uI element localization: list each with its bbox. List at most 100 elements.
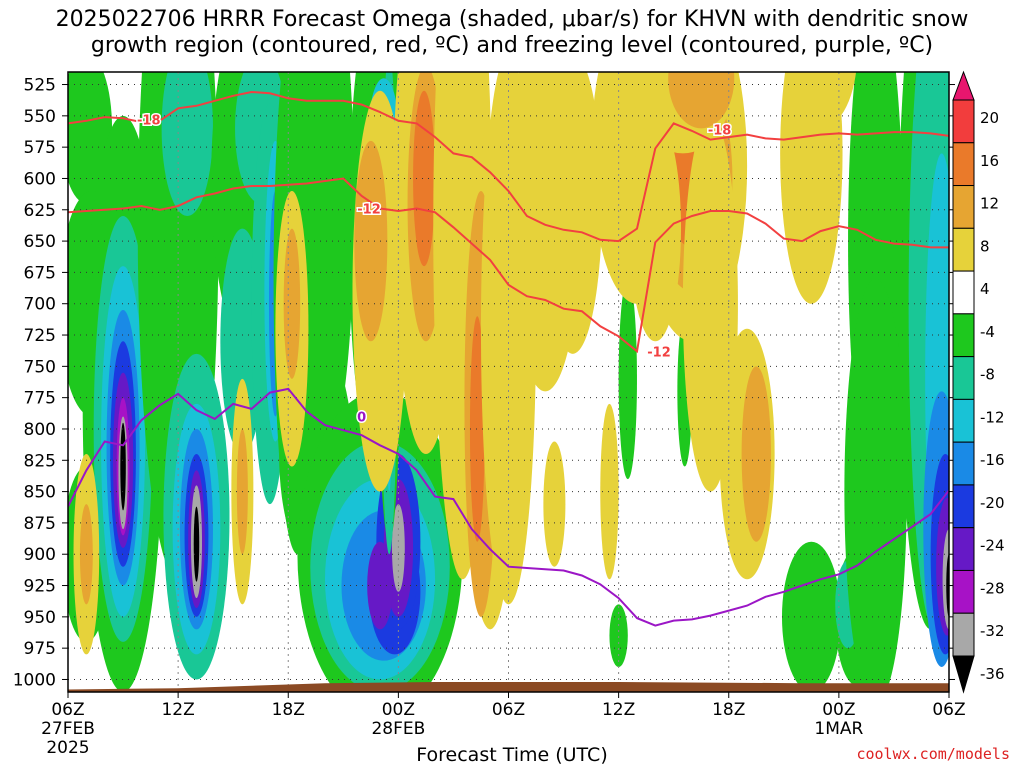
y-tick-label: 775	[24, 389, 56, 409]
x-tick-label: 12Z	[602, 700, 635, 720]
contour-labels: -18 -18 -12 -12 0	[136, 112, 733, 427]
colorbar-label: -12	[980, 408, 1005, 426]
colorbar-box	[952, 227, 975, 272]
y-tick-label: 750	[24, 357, 56, 377]
x-axis-title: Forecast Time (UTC)	[416, 744, 608, 766]
x-tick-label: 06Z	[492, 700, 525, 720]
colorbar-label: 20	[980, 109, 999, 127]
ground-fill	[68, 682, 949, 692]
y-tick-label: 575	[24, 138, 56, 158]
omega-cell	[354, 140, 388, 342]
contour-line--12	[68, 177, 949, 354]
omega-cell	[543, 441, 566, 567]
colorbar-box	[952, 270, 975, 315]
contour-label: -12	[357, 203, 381, 218]
ground-terrain	[68, 682, 949, 692]
omega-cell	[781, 541, 841, 692]
contour-label: -18	[137, 114, 161, 129]
omega-cell	[629, 115, 682, 342]
x-tick-date: 1MAR	[814, 719, 863, 739]
omega-cell	[413, 90, 436, 267]
colorbar-label: -8	[980, 366, 995, 384]
colorbar-label: 8	[980, 237, 990, 255]
colorbar-box	[952, 356, 975, 400]
contour-label: -12	[647, 345, 671, 360]
x-tick-date: 27FEB	[41, 719, 95, 739]
omega-cell	[844, 278, 907, 692]
omega-cell	[780, 72, 843, 304]
x-tick-label: 00Z	[822, 700, 855, 720]
y-tick-label: 1000	[13, 670, 56, 690]
colorbar-box	[952, 398, 975, 443]
x-tick-label: 00Z	[382, 700, 415, 720]
colorbar-top-arrow	[952, 70, 975, 101]
y-tick-label: 600	[24, 169, 56, 189]
y-tick-label: 925	[24, 577, 56, 597]
contour-label: -18	[708, 124, 732, 139]
colorbar-label: 16	[980, 152, 999, 170]
colorbar-label: -24	[980, 537, 1005, 555]
omega-cell	[193, 506, 200, 582]
y-tick-label: 900	[24, 545, 56, 565]
colorbar-box	[952, 142, 975, 187]
y-tick-label: 550	[24, 107, 56, 127]
colorbar-bottom-arrow	[952, 655, 975, 694]
y-tick-label: 725	[24, 326, 56, 346]
x-tick-label: 06Z	[51, 700, 84, 720]
contours	[68, 90, 949, 627]
chart-title-line2: growth region (contoured, red, ºC) and f…	[90, 33, 934, 58]
site-credit: coolwx.com/models	[856, 745, 1010, 763]
omega-cell	[618, 278, 637, 480]
omega-cell	[668, 72, 735, 129]
y-tick-label: 975	[24, 639, 56, 659]
y-tick-label: 800	[24, 420, 56, 440]
y-tick-label: 525	[24, 76, 56, 96]
omega-cell	[469, 316, 485, 542]
colorbar-label: -32	[980, 622, 1005, 640]
y-tick-label: 825	[24, 451, 56, 471]
colorbar: 20 16 12 8 4 -4 -8 -12 -16 -20 -24 -28 -32 -36	[952, 70, 1005, 694]
y-tick-label: 650	[24, 232, 56, 252]
colorbar-label: -36	[980, 665, 1005, 683]
x-tick-label: 18Z	[272, 700, 305, 720]
omega-cell	[784, 72, 857, 129]
grid	[68, 72, 949, 692]
colorbar-label: 4	[980, 280, 990, 298]
x-tick-year: 2025	[46, 738, 89, 758]
y-tick-label: 875	[24, 514, 56, 534]
colorbar-label: -28	[980, 580, 1005, 598]
colorbar-label: -4	[980, 323, 995, 341]
omega-cell	[161, 72, 213, 217]
colorbar-box	[952, 484, 975, 529]
colorbar-label: 12	[980, 195, 999, 213]
x-tick-label: 18Z	[712, 700, 745, 720]
omega-cell	[120, 422, 126, 511]
colorbar-box	[952, 441, 975, 486]
omega-cell	[600, 403, 619, 580]
colorbar-box	[952, 612, 975, 657]
colorbar-label: -20	[980, 494, 1005, 512]
omega-cell	[609, 604, 628, 667]
y-tick-label: 625	[24, 201, 56, 221]
y-tick-label: 850	[24, 483, 56, 503]
colorbar-label: -16	[980, 451, 1005, 469]
x-tick-label: 06Z	[932, 700, 965, 720]
y-tick-label: 675	[24, 263, 56, 283]
colorbar-box	[952, 185, 975, 229]
colorbar-box	[952, 313, 975, 358]
contour-line--18	[68, 90, 949, 243]
omega-cell	[283, 228, 301, 379]
y-tick-label: 950	[24, 608, 56, 628]
colorbar-box	[952, 527, 975, 571]
colorbar-box	[952, 99, 975, 144]
omega-cell	[543, 72, 603, 354]
contour-line-0	[68, 387, 949, 627]
x-tick-date: 28FEB	[371, 719, 425, 739]
y-tick-label: 700	[24, 295, 56, 315]
omega-cell	[741, 366, 771, 542]
chart-title-line1: 2025022706 HRRR Forecast Omega (shaded, …	[55, 7, 969, 32]
contour-label: 0	[357, 410, 366, 425]
x-tick-label: 12Z	[161, 700, 194, 720]
